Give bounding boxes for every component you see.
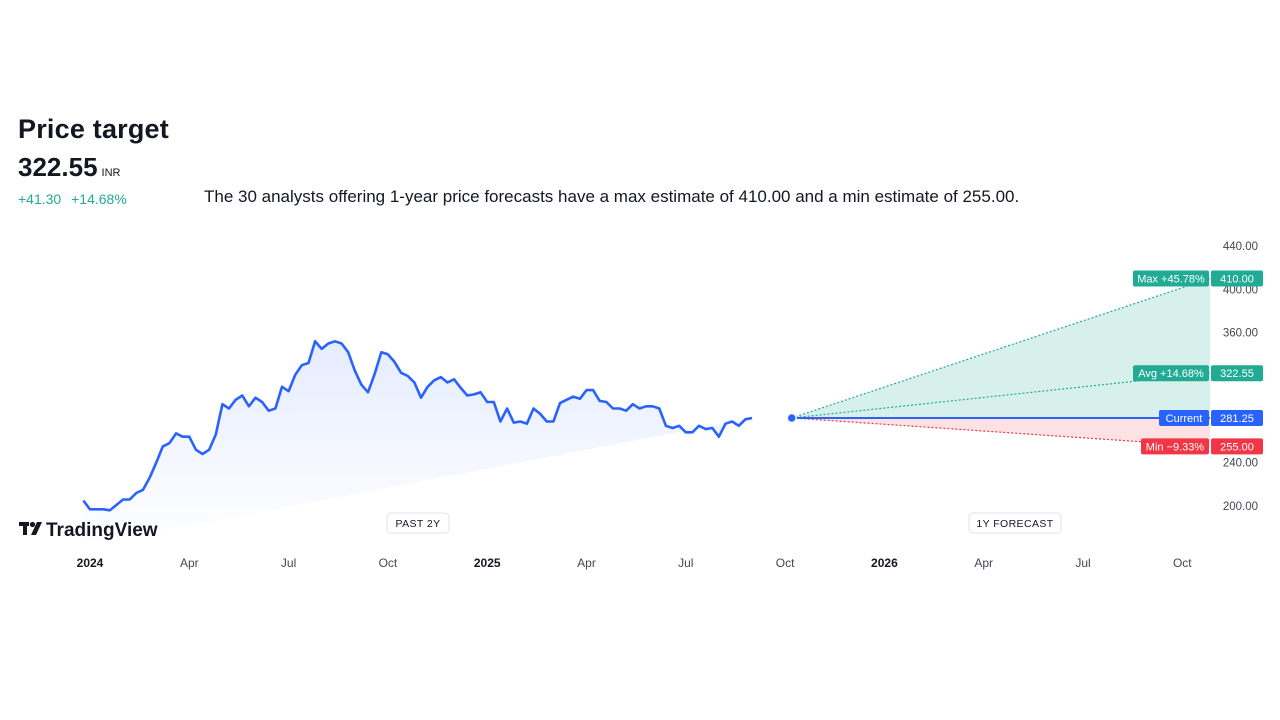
forecast-summary: The 30 analysts offering 1-year price fo… (204, 187, 1020, 206)
x-tick-label: 2024 (77, 556, 104, 570)
x-tick-label: Oct (379, 556, 398, 570)
currency-label: INR (101, 167, 121, 179)
price-target-value: 322.55 (18, 152, 98, 182)
x-tick-label: Apr (180, 556, 199, 570)
max-estimate-tag-value-badge (1211, 270, 1263, 287)
x-tick-label: Oct (1173, 556, 1192, 570)
forecast-max-line (791, 277, 1211, 419)
x-tick-label: Jul (1075, 556, 1090, 570)
forecast-min-line (791, 417, 1211, 448)
current-price-tag-label: Current (1166, 413, 1203, 425)
price-history-line (82, 340, 753, 512)
min-estimate-tag-label-badge (1141, 438, 1209, 455)
min-estimate-tag-label: Min −9.33% (1146, 441, 1205, 453)
tradingview-logo-icon (19, 521, 42, 535)
forecast-period-toggle-label: 1Y FORECAST (976, 518, 1053, 530)
current-price-tag-value: 281.25 (1220, 413, 1254, 425)
avg-estimate-tag-value-badge (1211, 365, 1263, 382)
y-tick-label: 200.00 (1223, 501, 1258, 513)
max-estimate-tag: 410.00 Max +45.78% (1133, 270, 1263, 287)
max-estimate-tag-value: 410.00 (1220, 274, 1254, 286)
tradingview-logo: TradingView (19, 520, 158, 541)
page-title: Price target (18, 114, 169, 144)
min-estimate-tag-value: 255.00 (1220, 441, 1254, 453)
price-change: +41.30 +14.68% (18, 191, 133, 207)
past-period-toggle-label: PAST 2Y (395, 518, 440, 530)
min-estimate-tag: 255.00 Min −9.33% (1141, 438, 1263, 455)
past-period-toggle-pill (386, 512, 450, 534)
forecast-period-toggle-pill (968, 512, 1062, 534)
max-estimate-tag-label-badge (1133, 270, 1209, 287)
y-tick-label: 240.00 (1223, 458, 1258, 470)
price-target-chart[interactable]: 440.00400.00360.00320.00280.00240.00200.… (0, 230, 1280, 580)
avg-estimate-tag-label-badge (1133, 365, 1209, 382)
x-tick-label: Apr (974, 556, 993, 570)
current-price-tag-label-badge (1159, 410, 1209, 426)
price-target-row: 322.55 INR (18, 152, 120, 183)
forecast-period-toggle[interactable]: 1Y FORECAST (968, 512, 1062, 534)
avg-estimate-tag-value: 322.55 (1220, 368, 1254, 380)
current-price-tag: 281.25 Current (1159, 410, 1263, 426)
min-estimate-tag-value-badge (1211, 438, 1263, 455)
x-tick-label: 2026 (871, 556, 898, 570)
x-tick-label: 2025 (474, 556, 501, 570)
current-price-tag-value-badge (1211, 410, 1263, 426)
x-tick-label: Jul (281, 556, 296, 570)
x-tick-label: Oct (776, 556, 795, 570)
avg-estimate-tag: 322.55 Avg +14.68% (1133, 365, 1263, 382)
price-change-absolute: +41.30 (18, 191, 62, 207)
current-price-point[interactable] (786, 412, 797, 424)
x-tick-label: Jul (678, 556, 693, 570)
tradingview-logo-text: TradingView (46, 520, 158, 541)
y-tick-label: 360.00 (1223, 328, 1258, 340)
price-change-percent: +14.68% (71, 191, 127, 207)
y-tick-label: 440.00 (1223, 241, 1258, 253)
past-period-toggle[interactable]: PAST 2Y (386, 512, 450, 534)
forecast-downside-area (791, 417, 1210, 447)
y-tick-label: 400.00 (1223, 284, 1258, 296)
max-estimate-tag-label: Max +45.78% (1137, 274, 1205, 286)
x-tick-label: Apr (577, 556, 596, 570)
avg-estimate-tag-label: Avg +14.68% (1138, 368, 1204, 380)
